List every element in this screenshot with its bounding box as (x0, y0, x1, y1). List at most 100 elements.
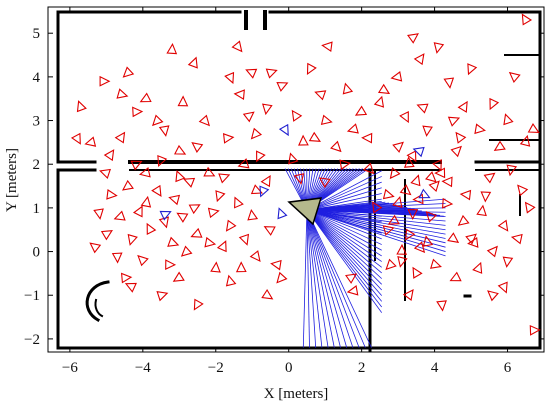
particle-red (120, 272, 133, 284)
particle-red (190, 227, 203, 238)
particle-red (308, 131, 321, 142)
particle-red (413, 241, 426, 254)
scan-ray (306, 209, 383, 313)
y-tick-label: 0 (33, 245, 41, 261)
particle-red (222, 132, 235, 144)
scan-ray (306, 209, 382, 251)
particle-red (146, 222, 157, 235)
particle-red (432, 159, 442, 172)
particle-red (100, 230, 113, 241)
particle-red (447, 116, 461, 127)
particle-red (407, 33, 420, 44)
particle-red (519, 134, 531, 147)
particle-red (342, 82, 354, 95)
x-tick-label: 0 (285, 360, 293, 376)
particle-red (76, 100, 87, 113)
particle-red (443, 77, 455, 89)
scan-ray (306, 209, 341, 348)
scan-ray (306, 193, 382, 211)
scan-ray (306, 210, 329, 348)
particle-red (527, 123, 540, 133)
particle-red (116, 88, 129, 99)
scan-ray (306, 209, 382, 291)
particle-red (177, 95, 189, 107)
particle-red (168, 194, 181, 206)
scan-ray (306, 209, 383, 296)
particle-red (457, 100, 468, 113)
particle-red (84, 136, 97, 147)
particle-red (433, 42, 445, 54)
particle-red (198, 114, 211, 127)
particle-red (339, 159, 352, 171)
particle-red (260, 175, 271, 188)
scan-ray (306, 209, 335, 348)
particle-red (449, 271, 462, 282)
particle-red (225, 219, 237, 232)
particle-red (242, 111, 255, 123)
particle-red (262, 103, 273, 116)
scan-ray (306, 210, 310, 348)
particle-red (399, 111, 409, 124)
particle-red (156, 291, 169, 302)
particle-red (234, 196, 244, 209)
scan-ray (306, 209, 446, 248)
particle-red (399, 184, 412, 196)
scan-ray (306, 209, 382, 268)
y-tick-label: 4 (33, 70, 41, 86)
particle-red (373, 95, 385, 108)
particle-red (441, 197, 454, 209)
particle-red (188, 204, 201, 215)
particle-red (410, 174, 421, 187)
particle-red (447, 232, 460, 244)
particle-red (249, 250, 261, 262)
particle-red (510, 233, 523, 245)
x-tick-label: 4 (431, 360, 439, 376)
particle-red (113, 210, 126, 221)
scan-ray (306, 209, 383, 302)
scan-ray (306, 209, 446, 226)
scan-ray (306, 203, 446, 211)
particle-red (524, 201, 536, 214)
robot-pose-marker (287, 197, 322, 226)
particle-red (382, 225, 395, 236)
particle-red (406, 150, 417, 163)
particle-red (396, 243, 408, 255)
particle-red (318, 177, 331, 188)
particle-red (425, 210, 438, 223)
particle-red (489, 97, 500, 111)
particle-blue (277, 207, 288, 220)
particle-red (193, 298, 204, 311)
y-tick-label: −1 (24, 288, 40, 304)
scan-ray (306, 209, 372, 348)
y-tick-label: 1 (33, 201, 41, 217)
y-tick-label: −2 (24, 332, 40, 348)
particle-red (372, 201, 383, 214)
particle-red (436, 300, 447, 312)
particle-red (183, 177, 196, 188)
particle-red (392, 195, 403, 208)
scan-ray (306, 209, 382, 245)
particle-red (362, 162, 375, 175)
x-tick-label: −4 (135, 360, 151, 376)
particle-red (293, 173, 305, 185)
particle-red (416, 103, 429, 114)
scan-ray (306, 209, 382, 257)
particle-red (412, 266, 423, 279)
particle-red (486, 245, 498, 258)
particle-red (346, 285, 359, 296)
particle-red (175, 170, 186, 183)
scan-ray (306, 210, 317, 348)
particle-red (476, 204, 487, 217)
particle-red (413, 53, 425, 66)
particle-red (207, 207, 220, 219)
particle-red (392, 141, 404, 153)
particle-red (174, 144, 187, 155)
particle-red (465, 233, 477, 245)
particle-red (330, 140, 342, 153)
particle-red (224, 71, 235, 85)
particle-red (127, 233, 138, 246)
particle-red (434, 167, 446, 179)
scan-ray (306, 209, 382, 240)
particle-red (111, 252, 123, 264)
particle-red (291, 109, 303, 122)
